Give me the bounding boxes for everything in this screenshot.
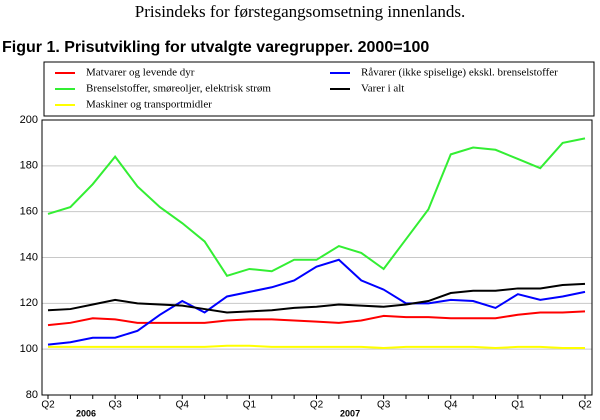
year-label: 2006 xyxy=(76,408,96,418)
legend-box xyxy=(43,61,595,117)
series-line xyxy=(47,137,586,278)
series-line xyxy=(48,344,585,350)
x-tick-label: Q2 xyxy=(41,400,55,411)
x-tick-label: Q2 xyxy=(310,400,324,411)
year-label: 2007 xyxy=(340,408,360,418)
x-tick-label: Q1 xyxy=(243,400,257,411)
y-tick-label: 200 xyxy=(20,114,38,126)
legend-label: Brenselstoffer, smøreoljer, elektrisk st… xyxy=(86,83,271,95)
y-tick-label: 100 xyxy=(20,343,38,355)
legend-label: Matvarer og levende dyr xyxy=(86,67,195,79)
y-tick-label: 140 xyxy=(20,251,38,263)
header: Prisindeks for førstegangsomsetning inne… xyxy=(135,2,466,21)
x-tick-label: Q3 xyxy=(108,400,122,411)
series-line xyxy=(47,258,586,346)
x-tick-label: Q2 xyxy=(578,400,592,411)
legend-label: Råvarer (ikke spiselige) ekskl. brensels… xyxy=(361,67,558,79)
legend-label: Maskiner og transportmidler xyxy=(86,99,212,111)
chart-title: Figur 1. Prisutvikling for utvalgte vare… xyxy=(2,39,429,56)
legend-label: Varer i alt xyxy=(361,83,404,95)
x-tick-label: Q1 xyxy=(511,400,525,411)
x-tick-label: Q3 xyxy=(377,400,391,411)
x-tick-label: Q4 xyxy=(444,400,458,411)
y-tick-label: 160 xyxy=(20,206,38,218)
series-line xyxy=(47,282,586,314)
series-line xyxy=(47,310,586,327)
x-tick-label: Q4 xyxy=(176,400,190,411)
y-tick-label: 120 xyxy=(20,297,38,309)
y-tick-label: 180 xyxy=(20,160,38,172)
y-tick-label: 80 xyxy=(26,389,38,401)
